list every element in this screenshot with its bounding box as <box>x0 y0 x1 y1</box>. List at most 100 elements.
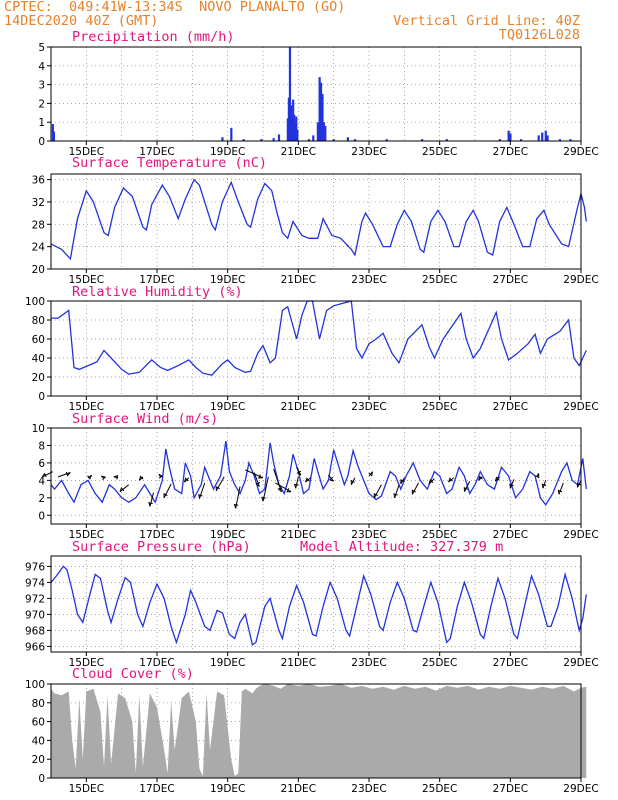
wind-panel <box>41 427 587 528</box>
cloud-ytick-label: 60 <box>32 717 45 729</box>
cloud-ytick-label: 80 <box>32 698 45 710</box>
precip-bar <box>353 139 357 141</box>
precip-frame <box>50 46 582 142</box>
wind-arrow-head <box>328 476 334 482</box>
press-xtick-label: 21DEC <box>281 657 316 669</box>
press-ytick-label: 976 <box>25 561 45 573</box>
precip-bar <box>260 139 263 141</box>
press-ytick-label: 970 <box>25 609 45 621</box>
precip-bar <box>569 139 572 141</box>
precip-bar <box>519 139 523 141</box>
wind-arrow-head <box>428 479 434 485</box>
wind-arrow <box>464 481 471 492</box>
humid-ytick-label: 0 <box>38 391 45 403</box>
precip-bar <box>537 135 540 141</box>
wind-arrow-head <box>65 471 71 477</box>
precip-bar <box>421 139 424 141</box>
temp-xtick-label: 19DEC <box>210 274 245 286</box>
precip-bar <box>296 129 299 141</box>
wind-arrow <box>373 484 382 499</box>
wind-xtick-label: 25DEC <box>422 529 457 541</box>
temp-panel <box>47 173 587 273</box>
humid-ytick-label: 60 <box>32 334 45 346</box>
humid-title: Relative Humidity (%) <box>72 284 243 300</box>
wind-arrow-head <box>148 502 153 507</box>
cloud-ytick-label: 100 <box>25 679 45 691</box>
precip-ytick-label: 3 <box>38 80 45 92</box>
model-altitude-label: Model Altitude: 327.379 m <box>300 539 503 555</box>
wind-arrow-head <box>478 475 483 481</box>
wind-arrow-head <box>576 482 582 488</box>
wind-arrow-head <box>261 496 266 502</box>
precip-bar <box>221 137 224 141</box>
wind-arrow-head <box>119 487 125 492</box>
wind-arrow-head <box>400 479 405 484</box>
wind-arrow-head <box>113 474 119 480</box>
precip-bar <box>385 139 388 141</box>
humid-xtick-label: 23DEC <box>351 401 386 413</box>
wind-ytick-label: 4 <box>38 475 45 487</box>
humid-xtick-label: 17DEC <box>139 401 174 413</box>
precip-panel <box>47 46 582 145</box>
wind-arrow-head <box>138 475 144 481</box>
temp-xtick-label: 27DEC <box>493 274 528 286</box>
press-xtick-label: 17DEC <box>139 657 174 669</box>
cloud-xtick-label: 19DEC <box>210 783 245 795</box>
temp-xtick-label: 21DEC <box>281 274 316 286</box>
precip-title: Precipitation (mm/h) <box>72 29 235 45</box>
wind-series-line <box>50 441 587 506</box>
cloud-xtick-label: 21DEC <box>281 783 316 795</box>
cloud-area <box>51 684 587 778</box>
precip-xtick-label: 17DEC <box>139 146 174 158</box>
humid-xtick-label: 29DEC <box>563 401 598 413</box>
wind-arrow-head <box>350 479 355 485</box>
temp-ytick-label: 32 <box>32 197 45 209</box>
humid-series-line <box>51 300 587 376</box>
precip-bar <box>307 139 311 141</box>
wind-arrow-head <box>183 477 189 483</box>
temp-xtick-label: 17DEC <box>139 274 174 286</box>
precip-bar <box>52 131 56 141</box>
wind-arrow <box>198 482 206 499</box>
humid-xtick-label: 15DEC <box>69 401 104 413</box>
precip-xtick-label: 21DEC <box>281 146 316 158</box>
wind-arrow-head <box>257 474 263 479</box>
wind-arrow <box>262 476 269 502</box>
cloud-ytick-label: 40 <box>32 735 45 747</box>
wind-xtick-label: 27DEC <box>493 529 528 541</box>
precip-bar <box>316 122 319 141</box>
precip-bar <box>546 135 549 141</box>
cloud-xtick-label: 17DEC <box>139 783 174 795</box>
wind-arrow-head <box>296 470 302 476</box>
humid-xtick-label: 19DEC <box>210 401 245 413</box>
wind-arrow-head <box>101 475 107 481</box>
cloud-title: Cloud Cover (%) <box>72 666 194 682</box>
wind-arrow <box>296 467 302 476</box>
cloud-ytick-label: 20 <box>32 754 45 766</box>
cloud-xtick-label: 29DEC <box>563 783 598 795</box>
wind-arrow-head <box>277 487 283 493</box>
precip-bar <box>541 132 544 141</box>
temp-frame <box>50 173 582 270</box>
precip-bar <box>312 135 315 141</box>
wind-arrow <box>295 476 299 489</box>
temp-xtick-label: 23DEC <box>351 274 386 286</box>
humid-ytick-label: 80 <box>32 315 45 327</box>
wind-xtick-label: 17DEC <box>139 529 174 541</box>
press-title: Surface Pressure (hPa) <box>72 539 251 555</box>
humid-xtick-label: 25DEC <box>422 401 457 413</box>
precip-xtick-label: 27DEC <box>493 146 528 158</box>
precip-bar <box>322 122 325 141</box>
precip-ytick-label: 1 <box>38 117 45 129</box>
press-xtick-label: 27DEC <box>493 657 528 669</box>
humid-panel <box>47 300 587 400</box>
wind-arrow-head <box>448 477 453 483</box>
wind-ytick-label: 2 <box>38 493 45 505</box>
temp-title: Surface Temperature (nC) <box>72 155 267 171</box>
temp-ytick-label: 20 <box>32 264 45 276</box>
wind-arrow-head <box>535 473 540 479</box>
wind-arrow-head <box>368 471 373 477</box>
press-xtick-label: 25DEC <box>422 657 457 669</box>
precip-bar <box>242 139 245 141</box>
